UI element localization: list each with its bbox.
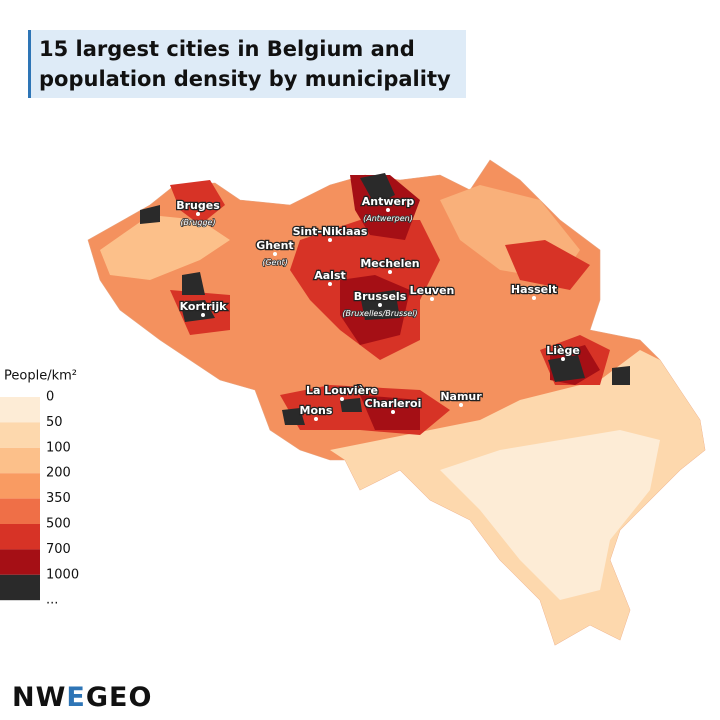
legend-label: 1000 xyxy=(46,567,79,582)
city-dot xyxy=(561,357,565,361)
city-dot xyxy=(273,252,277,256)
legend-swatch xyxy=(0,498,40,524)
city-name: Aalst xyxy=(314,269,346,282)
city-name: Kortrijk xyxy=(180,300,228,313)
logo: NWEGEO xyxy=(12,682,152,713)
title-box: 15 largest cities in Belgium and populat… xyxy=(28,30,466,98)
region-flanders xyxy=(100,215,230,280)
city-name: Charleroi xyxy=(365,397,422,410)
city-dot xyxy=(386,208,390,212)
city-dot xyxy=(328,238,332,242)
city-dot xyxy=(388,270,392,274)
legend-swatch xyxy=(0,473,40,499)
city-name: Namur xyxy=(440,390,482,403)
city-name: Hasselt xyxy=(511,283,557,296)
legend-label: 100 xyxy=(46,440,71,455)
legend-label: 0 xyxy=(46,390,54,405)
city-local-name: (Gent) xyxy=(262,258,288,267)
logo-part: E xyxy=(66,682,86,713)
city-dot xyxy=(391,410,395,414)
city-local-name: (Bruxelles/Brussel) xyxy=(342,309,417,318)
legend-label: ... xyxy=(46,593,58,608)
legend-swatch xyxy=(0,447,40,474)
city-name: La Louvière xyxy=(306,384,378,397)
city-dot xyxy=(430,297,434,301)
city-local-name: (Brugge) xyxy=(180,218,215,227)
city-dot xyxy=(201,313,205,317)
city-dot xyxy=(532,296,536,300)
logo-part: GEO xyxy=(85,682,153,713)
legend-label: 200 xyxy=(46,466,71,481)
city-dot xyxy=(378,303,382,307)
city-name: Ghent xyxy=(256,239,293,252)
city-name: Sint-Niklaas xyxy=(293,225,368,238)
city-name: Mechelen xyxy=(360,257,419,270)
legend-swatch xyxy=(0,574,40,601)
city-dot xyxy=(196,212,200,216)
legend-label: 700 xyxy=(46,542,71,557)
legend-swatch xyxy=(0,549,40,575)
city-dot xyxy=(459,403,463,407)
city-name: Antwerp xyxy=(362,195,415,208)
legend-swatch xyxy=(0,422,40,448)
legend-swatch xyxy=(0,397,40,423)
legend-title: People/km² xyxy=(4,369,77,384)
densest-areas xyxy=(140,173,630,425)
city-name: Brussels xyxy=(354,290,407,303)
legend-swatch xyxy=(0,524,40,550)
city-dot xyxy=(314,417,318,421)
legend-label: 500 xyxy=(46,517,71,532)
city-dot xyxy=(328,282,332,286)
belgium-map xyxy=(87,159,706,646)
city-local-name: (Antwerpen) xyxy=(363,214,413,223)
legend-label: 50 xyxy=(46,415,63,430)
title-line: 15 largest cities in Belgium and xyxy=(39,37,415,61)
city-name: Leuven xyxy=(410,284,455,297)
city-name: Bruges xyxy=(176,199,220,212)
city-dot xyxy=(340,397,344,401)
region-ardennes xyxy=(440,430,660,600)
map: People/km² 0 50 100 200 350 500 700 1000... Bruge… xyxy=(0,159,706,646)
title-line: population density by municipality xyxy=(39,67,451,91)
legend-label: 350 xyxy=(46,491,71,506)
city-name: Mons xyxy=(300,404,333,417)
logo-part: NW xyxy=(12,682,67,713)
city-name: Liège xyxy=(546,344,580,357)
